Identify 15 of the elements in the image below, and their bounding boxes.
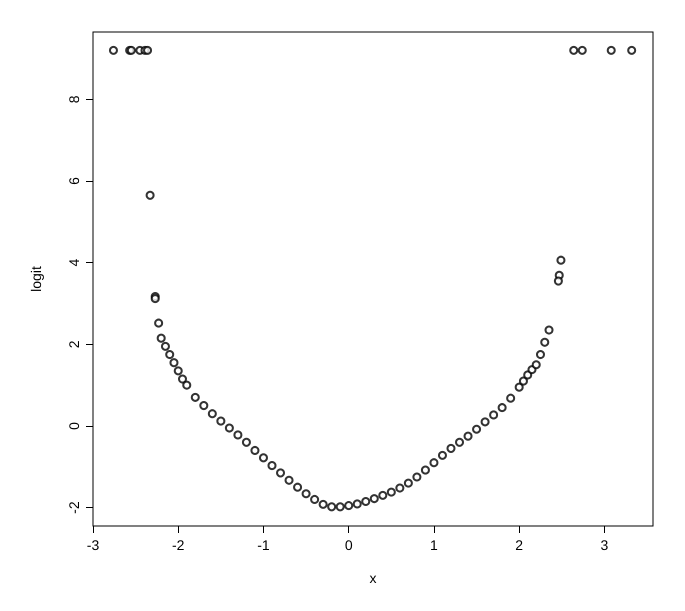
y-tick-label: 0 bbox=[66, 422, 82, 430]
x-tick-label: 3 bbox=[600, 537, 609, 553]
y-tick-label: 8 bbox=[66, 95, 82, 104]
y-tick-label: 4 bbox=[66, 258, 82, 267]
y-tick-label: -2 bbox=[66, 501, 82, 514]
x-tick-label: 1 bbox=[430, 537, 438, 553]
x-tick-label: 2 bbox=[515, 537, 524, 553]
y-axis-title: logit bbox=[28, 266, 44, 292]
x-tick-label: -3 bbox=[86, 537, 100, 553]
x-tick-label: 0 bbox=[344, 537, 353, 553]
y-tick-label: 2 bbox=[66, 340, 82, 348]
x-axis-title: x bbox=[370, 570, 376, 586]
x-tick-label: -1 bbox=[257, 537, 270, 553]
y-tick-label: 6 bbox=[66, 176, 82, 185]
x-tick-label: -2 bbox=[172, 537, 185, 553]
